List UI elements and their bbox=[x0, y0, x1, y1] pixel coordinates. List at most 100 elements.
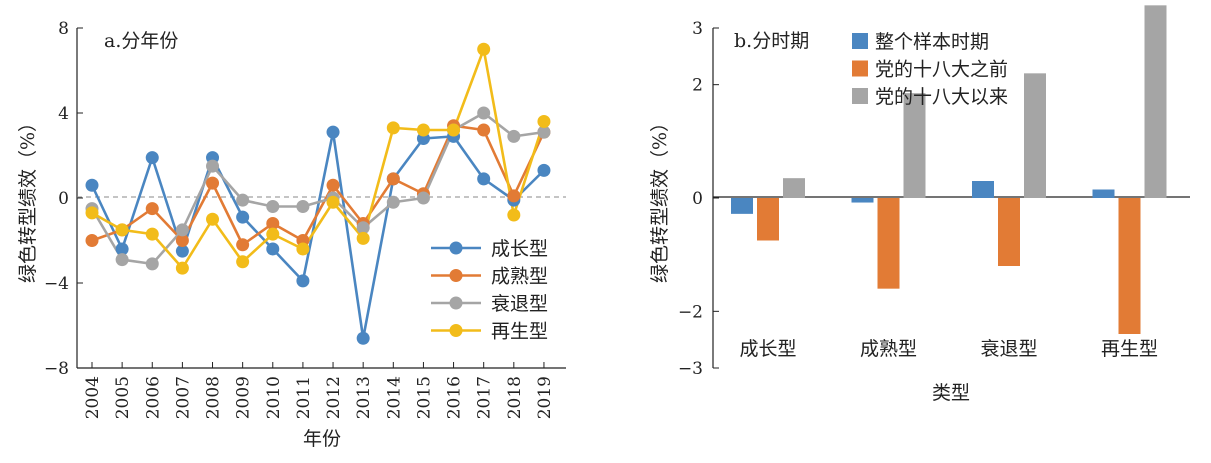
panel-a-data-point bbox=[477, 123, 491, 137]
panel-a-data-point bbox=[326, 195, 340, 209]
panel-b-bar bbox=[1024, 73, 1046, 198]
panel-a-x-tick-label: 2019 bbox=[535, 376, 555, 419]
panel-b-bar bbox=[757, 198, 779, 241]
panel-b-y-label: 绿色转型绩效（%） bbox=[649, 113, 671, 283]
panel-a-x-tick-label: 2007 bbox=[173, 376, 193, 419]
panel-b-y-tick-label: −2 bbox=[678, 302, 703, 322]
panel-a-series-line bbox=[90, 130, 545, 340]
panel-a-x-tick-label: 2018 bbox=[505, 376, 525, 419]
panel-a-data-point bbox=[266, 217, 280, 230]
panel-a-data-point bbox=[507, 189, 521, 203]
panel-a: a.分年份 年份 绿色转型绩效（%） 840−4−8 2004 2005 2006 2… bbox=[17, 19, 566, 450]
panel-a-data-point bbox=[507, 129, 521, 143]
panel-b-bar bbox=[1092, 189, 1115, 198]
panel-a-data-point bbox=[175, 244, 189, 258]
panel-b-bar bbox=[731, 198, 753, 214]
panel-b-bar bbox=[972, 181, 994, 198]
panel-b-y-tick-label: 0 bbox=[692, 189, 703, 209]
panel-a-data-point bbox=[206, 212, 220, 226]
panel-a-x-tick-label: 2010 bbox=[264, 376, 284, 419]
panel-a-data-point bbox=[386, 172, 400, 186]
panel-a-data-point bbox=[266, 242, 280, 256]
panel-b-bar bbox=[1118, 198, 1141, 334]
panel-b-legend-label: 整个样本时期 bbox=[875, 31, 989, 53]
panel-b-y-ticks: 3 2 0 −2 −3 bbox=[678, 19, 719, 379]
panel-a-y-ticks: 8 4 0 −4 −8 bbox=[44, 19, 83, 379]
panel-a-data-point bbox=[447, 123, 461, 137]
panel-a-data-point bbox=[145, 257, 159, 271]
panel-a-x-ticks: 2004 2005 2006 2007 2008 2009 2010 2011 2012 2013… bbox=[83, 362, 555, 419]
panel-a-series-line bbox=[91, 47, 546, 270]
panel-b-legend-swatch bbox=[852, 88, 868, 104]
panel-a-x-tick-label: 2005 bbox=[113, 376, 133, 419]
panel-a-data-point bbox=[477, 42, 491, 56]
panel-a-y-label: 绿色转型绩效（%） bbox=[17, 113, 39, 283]
panel-a-data-point bbox=[326, 125, 340, 139]
panel-b-categories: 成长型 成熟型 衰退型 再生型 bbox=[739, 338, 1158, 360]
panel-b-bars bbox=[731, 5, 1167, 334]
panel-a-data-point bbox=[537, 125, 551, 139]
panel-b-legend-label: 党的十八大以来 bbox=[875, 86, 1008, 108]
panel-a-x-tick-label: 2015 bbox=[414, 376, 434, 419]
panel-a-data-point bbox=[356, 231, 370, 245]
panel-a-x-tick-label: 2016 bbox=[445, 376, 465, 419]
panel-b-category-label: 衰退型 bbox=[980, 338, 1037, 360]
panel-a-data-point bbox=[85, 234, 99, 247]
panel-a-x-tick-label: 2009 bbox=[234, 376, 254, 419]
panel-a-data-point bbox=[296, 274, 310, 288]
panel-a-data-point bbox=[175, 223, 189, 237]
panel-a-series-line bbox=[91, 124, 546, 247]
panel-a-y-tick-label: −8 bbox=[44, 359, 69, 379]
panel-a-y-tick-label: −4 bbox=[44, 274, 69, 294]
panel-a-data-point bbox=[175, 261, 189, 275]
panel-a-data-point bbox=[356, 331, 370, 345]
panel-a-y-tick-label: 4 bbox=[58, 104, 69, 124]
panel-a-data-point bbox=[537, 163, 551, 177]
panel-a-data-point bbox=[296, 242, 310, 256]
panel-a-data-point bbox=[416, 123, 430, 137]
panel-a-legend-label: 衰退型 bbox=[491, 293, 548, 315]
panel-a-data-point bbox=[115, 223, 129, 237]
panel-a-data-point bbox=[85, 206, 99, 220]
panel-b-bar bbox=[903, 93, 926, 198]
panel-b-legend-label: 党的十八大之前 bbox=[875, 59, 1008, 81]
panel-a-data-point bbox=[145, 151, 159, 165]
panel-a-y-tick-label: 8 bbox=[58, 19, 69, 39]
panel-a-data-point bbox=[115, 253, 129, 267]
panel-a-title: a.分年份 bbox=[104, 30, 178, 52]
panel-a-data-point bbox=[115, 242, 129, 256]
panel-a-data-point bbox=[477, 172, 491, 186]
panel-a-data-point bbox=[416, 191, 430, 205]
panel-a-data-point bbox=[85, 178, 99, 192]
panel-b-bar bbox=[851, 198, 874, 203]
panel-a-data-point bbox=[477, 106, 491, 120]
panel-b-bar bbox=[1144, 5, 1167, 199]
panel-b-y-tick-label: −3 bbox=[678, 359, 703, 379]
panel-a-legend-label: 再生型 bbox=[491, 321, 548, 343]
panel-a-data-point bbox=[356, 221, 370, 235]
panel-a-legend-marker bbox=[449, 296, 463, 310]
panel-a-x-tick-label: 2011 bbox=[294, 376, 314, 419]
panel-a-x-tick-label: 2008 bbox=[204, 376, 224, 419]
panel-b-category-label: 成长型 bbox=[739, 338, 796, 360]
panel-a-data-point bbox=[537, 115, 551, 128]
panel-b-x-label: 类型 bbox=[932, 382, 970, 404]
panel-a-data-point bbox=[236, 193, 250, 207]
panel-a-data-point bbox=[236, 210, 250, 224]
panel-b-legend-swatch bbox=[852, 60, 868, 77]
panel-a-data-point bbox=[507, 208, 521, 222]
panel-a-x-tick-label: 2013 bbox=[354, 376, 374, 419]
panel-b-legend-swatch bbox=[852, 33, 868, 49]
panel-a-x-tick-label: 2017 bbox=[475, 376, 495, 419]
panel-a-data-point bbox=[206, 159, 220, 173]
panel-a-data-point bbox=[206, 176, 220, 190]
panel-b-y-tick-label: 3 bbox=[692, 19, 703, 39]
panel-a-series-line bbox=[90, 111, 545, 266]
panel-a-y-tick-label: 0 bbox=[58, 189, 69, 209]
panel-a-data-point bbox=[145, 227, 159, 241]
panel-a-data-point bbox=[326, 178, 340, 192]
panel-a-series bbox=[85, 42, 551, 345]
